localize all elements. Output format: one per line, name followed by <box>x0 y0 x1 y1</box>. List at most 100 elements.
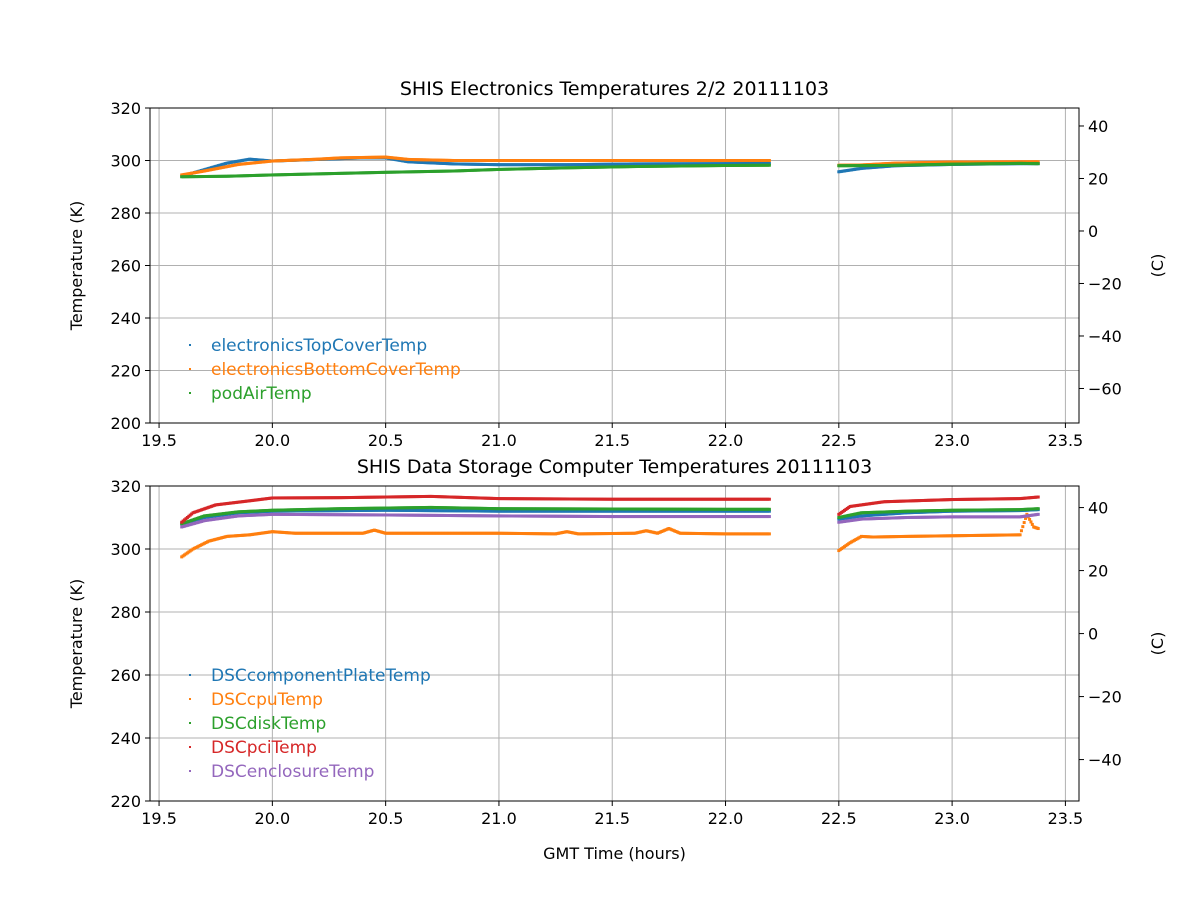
y-right-tick-label: 0 <box>1088 222 1098 241</box>
y-axis-label: Temperature (K) <box>67 201 86 331</box>
x-tick-label: 19.5 <box>141 431 177 450</box>
data-point <box>1022 521 1026 525</box>
legend-entry-label: DSCcpuTemp <box>211 690 323 710</box>
data-point <box>767 161 771 165</box>
y-right-tick-label: 20 <box>1088 562 1108 581</box>
data-point <box>767 159 771 162</box>
y-right-tick-label: −20 <box>1088 274 1122 293</box>
data-point <box>1036 507 1040 511</box>
x-tick-label: 22.5 <box>821 809 857 828</box>
legend-marker <box>189 368 191 370</box>
x-tick-label: 23.0 <box>934 431 970 450</box>
x-tick-label: 20.0 <box>255 809 291 828</box>
y-tick-label: 260 <box>110 666 141 685</box>
x-tick-label: 22.5 <box>821 431 857 450</box>
series-podAirTemp <box>180 161 1040 179</box>
data-point <box>767 532 771 536</box>
legend-marker <box>189 722 191 724</box>
x-tick-label: 23.0 <box>934 809 970 828</box>
legend-entry-label: DSCenclosureTemp <box>211 762 374 782</box>
legend-entry-label: electronicsBottomCoverTemp <box>211 360 461 380</box>
y-right-tick-label: −60 <box>1088 379 1122 398</box>
x-tick-label: 20.5 <box>368 809 404 828</box>
y-tick-label: 300 <box>110 540 141 559</box>
x-tick-label: 22.0 <box>708 431 744 450</box>
chart-title: SHIS Data Storage Computer Temperatures … <box>357 456 872 478</box>
data-point <box>1036 160 1040 164</box>
series-DSCcpuTemp <box>180 512 1040 559</box>
legend-marker <box>189 698 191 700</box>
y-tick-label: 240 <box>110 309 141 328</box>
series-electronicsBottomCoverTemp <box>180 155 1040 177</box>
y-tick-label: 300 <box>110 152 141 171</box>
data-point <box>767 515 771 519</box>
legend-marker <box>189 746 191 748</box>
y-tick-label: 280 <box>110 603 141 622</box>
legend-entry-label: DSCpciTemp <box>211 738 317 758</box>
legend-marker <box>189 392 191 394</box>
data-point <box>1036 495 1040 499</box>
data-point <box>1019 529 1023 533</box>
series-DSCenclosureTemp <box>180 512 1040 529</box>
y-tick-label: 280 <box>110 204 141 223</box>
y-tick-label: 320 <box>110 99 141 118</box>
chart-panel-2: 19.5 20.0 20.5 21.0 21.5 22.0 22.5 23.0 23.5 220 2… <box>67 456 1167 863</box>
x-tick-label: 19.5 <box>141 809 177 828</box>
x-tick-label: 23.5 <box>1048 431 1084 450</box>
y-right-tick-label: 40 <box>1088 499 1108 518</box>
x-tick-label: 21.5 <box>594 431 630 450</box>
data-point <box>767 163 771 167</box>
y-tick-label: 260 <box>110 257 141 276</box>
legend-marker <box>189 674 191 676</box>
data-point <box>767 497 771 501</box>
y-right-tick-label: 20 <box>1088 169 1108 188</box>
legend-entry-label: DSCdiskTemp <box>211 714 326 734</box>
y-tick-label: 320 <box>110 477 141 496</box>
legend-marker <box>189 344 191 346</box>
y-right-tick-label: 40 <box>1088 117 1108 136</box>
x-tick-label: 20.5 <box>368 431 404 450</box>
y-tick-label: 200 <box>110 414 141 433</box>
data-point <box>1025 512 1029 516</box>
y-right-axis-label: (C) <box>1148 254 1167 278</box>
x-tick-label: 23.5 <box>1048 809 1084 828</box>
x-tick-label: 20.0 <box>255 431 291 450</box>
legend-entry-label: podAirTemp <box>211 384 312 404</box>
chart-panel-1: 19.5 20.0 20.5 21.0 21.5 22.0 22.5 23.0 23.52002… <box>67 78 1167 450</box>
x-tick-label: 21.0 <box>481 809 517 828</box>
y-tick-label: 220 <box>110 362 141 381</box>
legend: DSCcomponentPlateTemp DSCcpuTemp DSCdiskTe… <box>189 666 431 782</box>
data-point <box>1036 512 1040 516</box>
x-tick-label: 21.0 <box>481 431 517 450</box>
series-DSCpciTemp <box>180 494 1040 524</box>
data-point <box>1028 517 1032 521</box>
y-tick-label: 240 <box>110 729 141 748</box>
data-point <box>1036 162 1040 166</box>
data-point <box>1029 520 1033 524</box>
legend-marker <box>189 770 191 772</box>
plot-frame <box>149 485 1080 802</box>
y-right-axis-label: (C) <box>1148 632 1167 656</box>
data-point <box>767 507 771 511</box>
chart-title: SHIS Electronics Temperatures 2/2 201111… <box>400 78 829 100</box>
series-DSCdiskTemp <box>180 505 1040 526</box>
y-right-tick-label: −20 <box>1088 688 1122 707</box>
x-tick-label: 22.0 <box>708 809 744 828</box>
legend-entry-label: DSCcomponentPlateTemp <box>211 666 431 686</box>
x-axis-label: GMT Time (hours) <box>543 844 686 863</box>
y-tick-label: 220 <box>110 792 141 811</box>
legend: electronicsTopCoverTemp electronicsBottom… <box>189 336 461 404</box>
data-point <box>1030 522 1034 526</box>
data-point <box>1021 525 1025 529</box>
legend-entry-label: electronicsTopCoverTemp <box>211 336 427 356</box>
y-right-tick-label: −40 <box>1088 327 1122 346</box>
data-series-group <box>180 155 1040 179</box>
data-point <box>1024 516 1028 520</box>
data-series-group <box>180 494 1040 559</box>
y-right-tick-label: −40 <box>1088 751 1122 770</box>
data-point <box>767 509 771 513</box>
x-tick-label: 21.5 <box>594 809 630 828</box>
data-point <box>1036 527 1040 531</box>
